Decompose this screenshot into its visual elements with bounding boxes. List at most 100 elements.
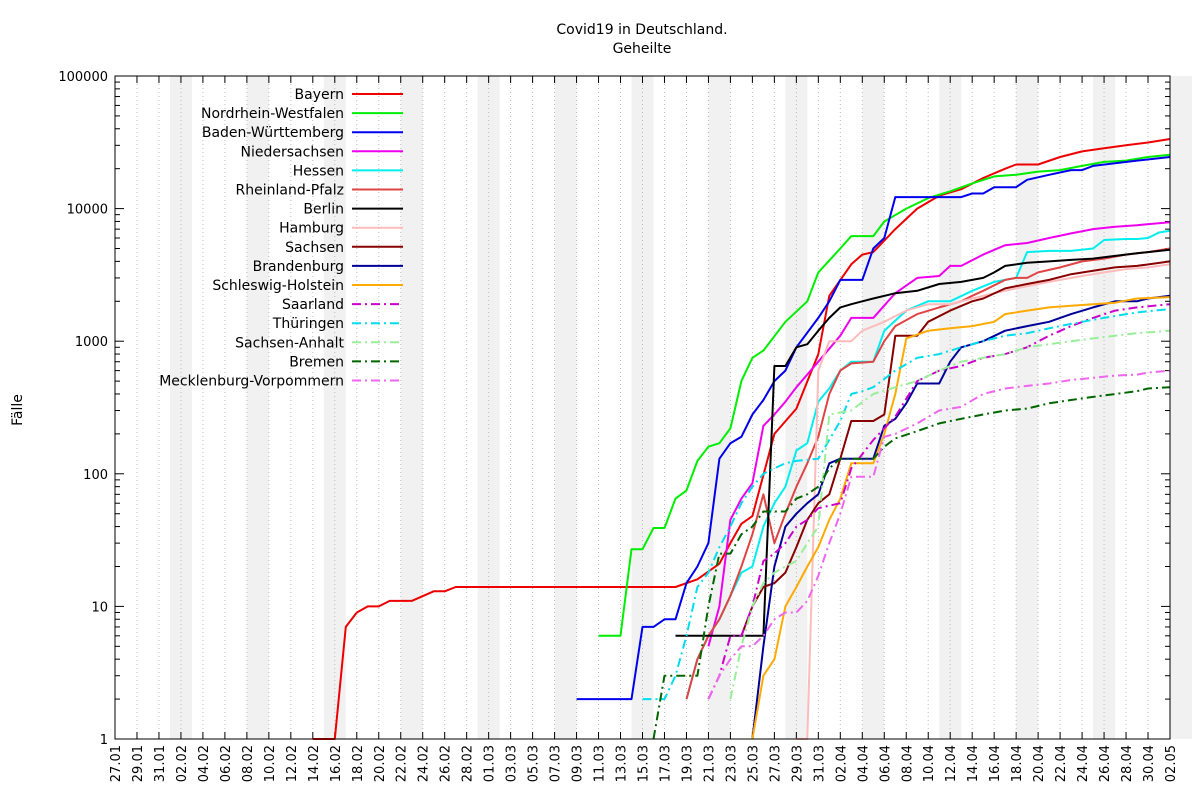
legend-label: Mecklenburg-Vorpommern: [159, 374, 344, 390]
x-tick-label: 08.04: [900, 745, 915, 782]
legend-label: Hessen: [293, 163, 344, 179]
legend-label: Nordrhein-Westfalen: [201, 106, 344, 122]
x-tick-label: 12.02: [285, 745, 300, 782]
x-tick-label: 31.01: [153, 745, 168, 782]
series-line: [312, 138, 1171, 740]
chart-subtitle: Geheilte: [613, 41, 672, 57]
x-tick-label: 13.03: [615, 745, 630, 782]
x-tick-label: 31.03: [812, 745, 827, 782]
legend-label: Niedersachsen: [241, 144, 344, 160]
x-tick-label: 14.04: [966, 745, 981, 782]
x-tick-label: 22.02: [395, 745, 410, 782]
plot-frame: [114, 75, 1171, 740]
series-line: [796, 263, 1171, 740]
legend-label: Bayern: [295, 87, 344, 103]
x-tick-label: 09.03: [571, 745, 586, 782]
x-tick-label: 25.03: [746, 745, 761, 782]
legend-label: Bremen: [289, 354, 344, 370]
x-tick-label: 24.04: [1076, 745, 1091, 782]
x-tick-label: 10.04: [922, 745, 937, 782]
x-tick-label: 14.02: [307, 745, 322, 782]
y-axis-label: Fälle: [10, 394, 26, 426]
y-tick-label: 10000: [67, 203, 108, 218]
y-tick-label: 10: [91, 600, 108, 615]
x-tick-label: 12.04: [944, 745, 959, 782]
x-tick-label: 20.04: [1032, 745, 1047, 782]
legend-label: Saarland: [282, 297, 344, 313]
weekend-band: [323, 76, 346, 739]
x-tick-label: 26.02: [439, 745, 454, 782]
series-line: [707, 369, 1171, 700]
series-line: [598, 153, 1171, 637]
legend: Bayern Nordrhein-Westfalen Baden-Württembe…: [159, 87, 403, 390]
vertical-grid: [114, 76, 1171, 739]
weekend-band: [246, 76, 269, 739]
weekend-band: [631, 76, 654, 739]
series-line: [729, 329, 1171, 700]
x-tick-label: 26.04: [1098, 745, 1113, 782]
x-tick-label: 02.05: [1164, 745, 1179, 782]
y-tick-label: 100000: [58, 70, 108, 85]
legend-label: Rheinland-Pfalz: [236, 183, 344, 199]
series-line: [642, 308, 1171, 701]
x-tick-label: 21.03: [702, 745, 717, 782]
x-tick-label: 27.03: [768, 745, 783, 782]
x-tick-label: 27.01: [109, 745, 124, 782]
weekend-band: [400, 76, 423, 739]
weekend-band: [939, 76, 962, 739]
x-tick-label: 08.02: [241, 745, 256, 782]
chart-title: Covid19 in Deutschland.: [556, 22, 727, 38]
x-tick-label: 04.04: [856, 745, 871, 782]
x-tick-label: 15.03: [637, 745, 652, 782]
weekend-band: [708, 76, 731, 739]
x-tick-label: 06.02: [219, 745, 234, 782]
series-line: [685, 229, 1171, 700]
series-line: [652, 386, 1171, 740]
x-tick-label: 02.02: [175, 745, 190, 782]
x-tick-label: 11.03: [593, 745, 608, 782]
weekend-band: [169, 76, 192, 739]
x-tick-label: 02.04: [834, 745, 849, 782]
x-tick-label: 06.04: [878, 745, 893, 782]
legend-label: Brandenburg: [253, 259, 344, 275]
weekend-band: [1170, 76, 1192, 739]
x-tick-label: 16.02: [329, 745, 344, 782]
x-tick-label: 29.03: [790, 745, 805, 782]
series-line: [707, 303, 1171, 700]
series-lines: [312, 138, 1171, 740]
y-tick-label: 1000: [75, 335, 108, 350]
series-line: [751, 294, 1171, 740]
y-tick-label: 100: [83, 468, 108, 483]
legend-label: Baden-Württemberg: [202, 125, 344, 141]
weekend-band: [477, 76, 500, 739]
x-tick-label: 07.03: [549, 745, 564, 782]
x-tick-label: 28.04: [1120, 745, 1135, 782]
x-tick-label: 18.04: [1010, 745, 1025, 782]
x-tick-label: 24.02: [417, 745, 432, 782]
legend-label: Thüringen: [272, 316, 344, 332]
legend-label: Sachsen-Anhalt: [235, 335, 344, 351]
x-tick-label: 22.04: [1054, 745, 1069, 782]
x-tick-label: 20.02: [373, 745, 388, 782]
x-tick-label: 30.04: [1142, 745, 1157, 782]
legend-label: Sachsen: [285, 240, 344, 256]
legend-label: Berlin: [303, 202, 344, 218]
x-tick-label: 16.04: [988, 745, 1003, 782]
x-tick-label: 17.03: [658, 745, 673, 782]
series-line: [675, 248, 1171, 637]
x-tick-label: 01.03: [483, 745, 498, 782]
y-tick-label: 1: [100, 733, 108, 748]
weekend-band: [862, 76, 885, 739]
legend-label: Hamburg: [279, 221, 344, 237]
x-tick-label: 18.02: [351, 745, 366, 782]
x-tick-label: 03.03: [505, 745, 520, 782]
x-tick-label: 05.03: [527, 745, 542, 782]
x-tick-label: 29.01: [131, 745, 146, 782]
weekend-band: [1093, 76, 1116, 739]
series-line: [751, 296, 1171, 740]
legend-label: Schleswig-Holstein: [212, 278, 344, 294]
x-tick-label: 19.03: [680, 745, 695, 782]
x-tick-label: 28.02: [461, 745, 476, 782]
x-tick-label: 23.03: [724, 745, 739, 782]
